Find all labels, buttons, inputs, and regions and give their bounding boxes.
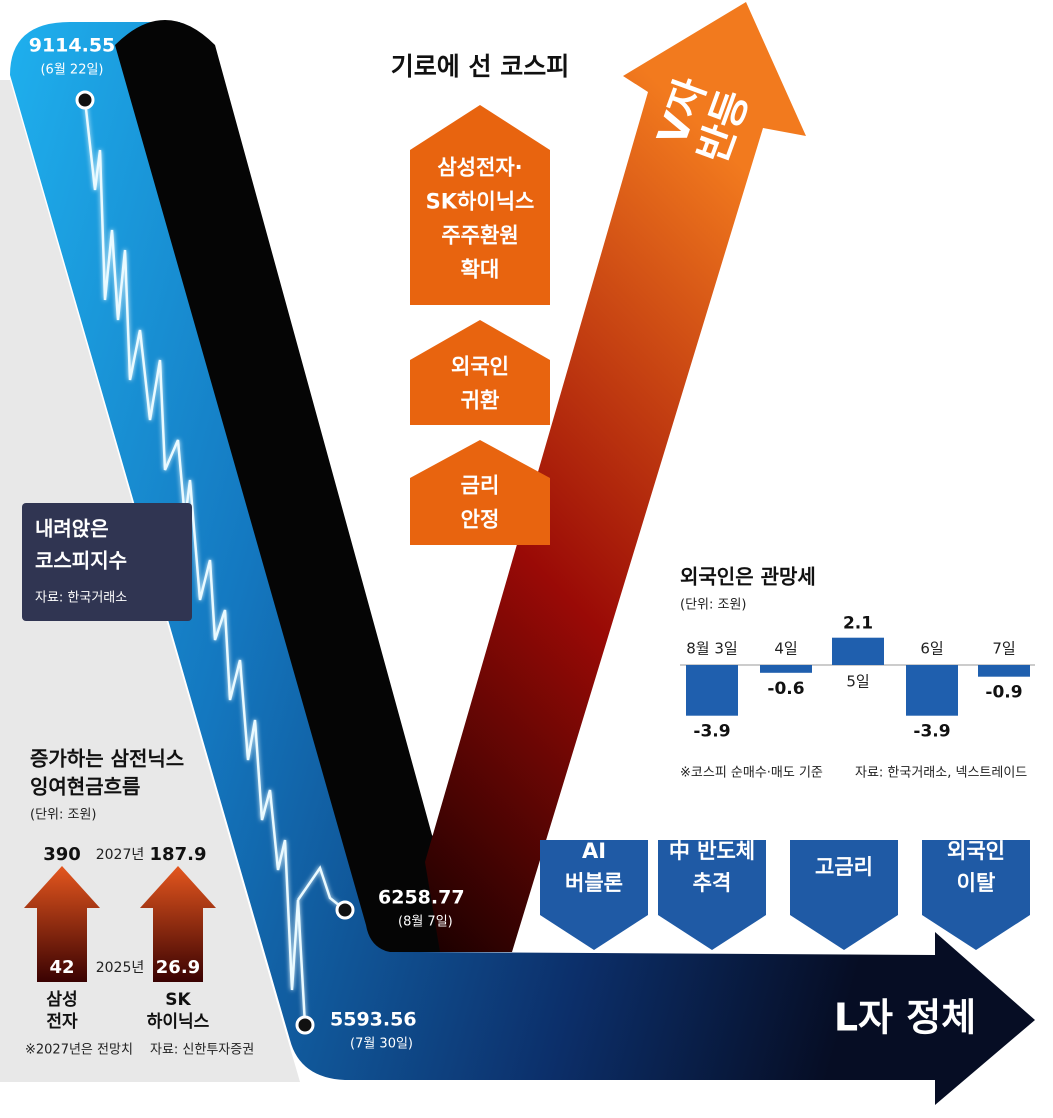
x-tick-label: 7일 (992, 640, 1015, 658)
chart-source: 자료: 한국거래소, 넥스트레이드 (855, 766, 1027, 781)
chart-unit: (단위: 조원) (680, 598, 747, 613)
down-factor-text: 버블론 (565, 871, 623, 895)
v-right-arrow (425, 2, 806, 952)
down-factor-text: 中 반도체 (669, 839, 755, 863)
year-label: 2027년 (96, 847, 145, 863)
up-factor-box (410, 440, 550, 545)
bar (906, 665, 958, 716)
l-label: L자 정체 (834, 996, 976, 1040)
up-factor-box (410, 105, 550, 305)
down-factor-box (658, 840, 766, 950)
cashflow-unit: (단위: 조원) (30, 808, 97, 823)
kospi-label: 내려앉은 (35, 517, 109, 541)
cashflow-arrow (24, 866, 100, 982)
cashflow-arrow (140, 866, 216, 982)
kospi-label: 코스피지수 (35, 549, 127, 573)
bar (686, 665, 738, 716)
down-factor-text: 고금리 (815, 855, 873, 879)
x-tick-label: 5일 (846, 673, 869, 691)
kospi-date: (8월 7일) (398, 915, 453, 930)
company-name: 하이닉스 (147, 1012, 210, 1032)
down-factor-text: 추격 (693, 871, 732, 895)
cashflow-value-2027: 187.9 (150, 844, 207, 865)
company-name: 전자 (46, 1012, 78, 1032)
kospi-source: 자료: 한국거래소 (35, 591, 127, 606)
down-factor-text: AI (582, 839, 606, 863)
kospi-path (83, 99, 307, 1026)
value-label: -0.9 (985, 683, 1022, 703)
x-tick-label: 4일 (774, 640, 797, 658)
up-factor-text: 금리 (461, 474, 500, 498)
value-label: -0.6 (767, 679, 804, 699)
kospi-date: (6월 22일) (40, 63, 103, 78)
kospi-value: 5593.56 (330, 1009, 417, 1031)
company-name: SK (165, 990, 191, 1010)
down-factor-box (540, 840, 648, 950)
kospi-value: 9114.55 (29, 35, 116, 57)
cashflow-source: 자료: 신한투자증권 (150, 1043, 254, 1058)
up-factor-text: 주주환원 (441, 224, 518, 248)
x-tick-label: 6일 (920, 640, 943, 658)
year-label: 2025년 (96, 960, 145, 976)
up-factor-text: 안정 (461, 508, 500, 532)
kospi-point (335, 900, 355, 920)
l-band (10, 22, 1035, 1105)
value-label: -3.9 (693, 722, 730, 742)
kospi-point (75, 90, 95, 110)
cashflow-value-2027: 390 (43, 844, 81, 865)
company-name: 삼성 (46, 990, 77, 1010)
kospi-line (83, 99, 346, 1026)
down-factor-box (922, 840, 1030, 950)
value-label: -3.9 (913, 722, 950, 742)
bar (832, 637, 884, 665)
down-factor-box (790, 840, 898, 950)
up-factor-text: 확대 (461, 258, 500, 282)
cashflow-value-2025: 26.9 (156, 957, 200, 978)
value-label: 2.1 (843, 614, 873, 634)
up-factor-box (410, 320, 550, 425)
cashflow-title: 증가하는 삼전닉스 (30, 747, 184, 771)
x-tick-label: 8월 3일 (686, 640, 737, 658)
kospi-point (295, 1015, 315, 1035)
chart-title: 외국인은 관망세 (680, 565, 816, 589)
kospi-value: 6258.77 (378, 887, 465, 909)
chart-note: ※코스피 순매수·매도 기준 (680, 766, 823, 781)
down-factor-text: 외국인 (947, 839, 1005, 863)
cashflow-title: 잉여현금흐름 (30, 775, 140, 799)
up-factor-text: 귀환 (461, 389, 500, 413)
title: 기로에 선 코스피 (391, 52, 569, 81)
kospi-date: (7월 30일) (350, 1037, 413, 1052)
cashflow-note: ※2027년은 전망치 (25, 1043, 133, 1058)
bar (760, 665, 812, 673)
bar (978, 665, 1030, 677)
up-factor-text: 외국인 (451, 355, 509, 379)
kospi-label-box (22, 503, 192, 621)
down-factor-text: 이탈 (957, 871, 996, 895)
kospi-path-end (296, 865, 346, 911)
cashflow-value-2025: 42 (49, 957, 74, 978)
up-factor-text: 삼성전자· (437, 156, 522, 180)
up-factor-text: SK하이닉스 (426, 190, 535, 214)
v-left-band (115, 20, 512, 952)
